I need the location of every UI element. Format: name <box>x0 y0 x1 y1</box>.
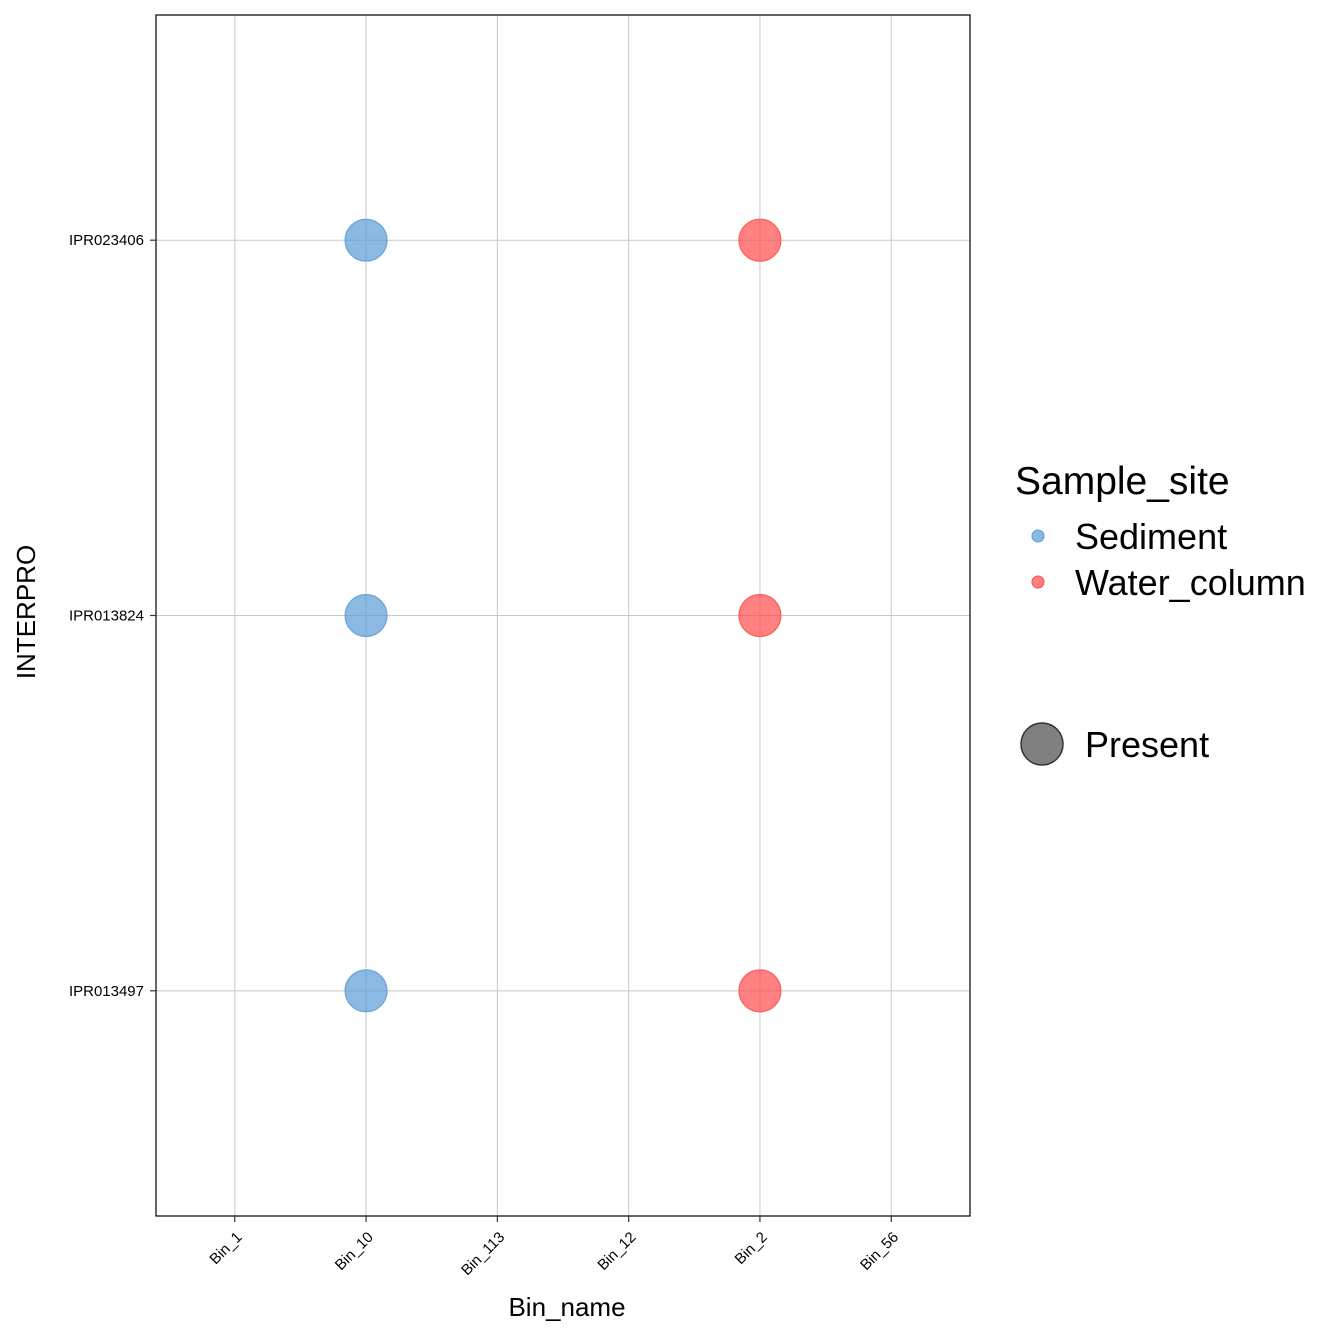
data-point <box>738 218 782 262</box>
x-tick-label: Bin_1 <box>206 1229 245 1268</box>
x-axis-title: Bin_name <box>508 1292 625 1322</box>
legend-key-water-column <box>1031 575 1045 589</box>
legend: Sample_site Sediment Water_column Present <box>1015 460 1306 766</box>
y-axis-title: INTERPRO <box>11 545 41 679</box>
data-point <box>738 593 782 638</box>
x-tick-label: Bin_2 <box>732 1229 771 1268</box>
x-tick-label: Bin_56 <box>857 1229 902 1274</box>
data-point <box>344 593 388 638</box>
data-point <box>344 969 388 1013</box>
legend-size-key <box>1020 722 1064 766</box>
x-tick-label: Bin_10 <box>332 1229 377 1274</box>
y-tick-label: IPR013824 <box>69 608 144 625</box>
y-tick-label: IPR013497 <box>69 983 144 1000</box>
legend-key-sediment <box>1031 529 1045 543</box>
legend-title: Sample_site <box>1015 460 1230 503</box>
data-point <box>344 218 388 262</box>
data-point <box>738 969 782 1013</box>
data-points <box>344 218 782 1013</box>
y-tick-label: IPR023406 <box>69 232 144 249</box>
x-tick-label: Bin_113 <box>458 1229 508 1279</box>
legend-label: Present <box>1085 724 1209 765</box>
legend-label: Water_column <box>1075 562 1306 603</box>
x-tick-label: Bin_12 <box>594 1229 639 1274</box>
legend-label: Sediment <box>1075 516 1227 557</box>
